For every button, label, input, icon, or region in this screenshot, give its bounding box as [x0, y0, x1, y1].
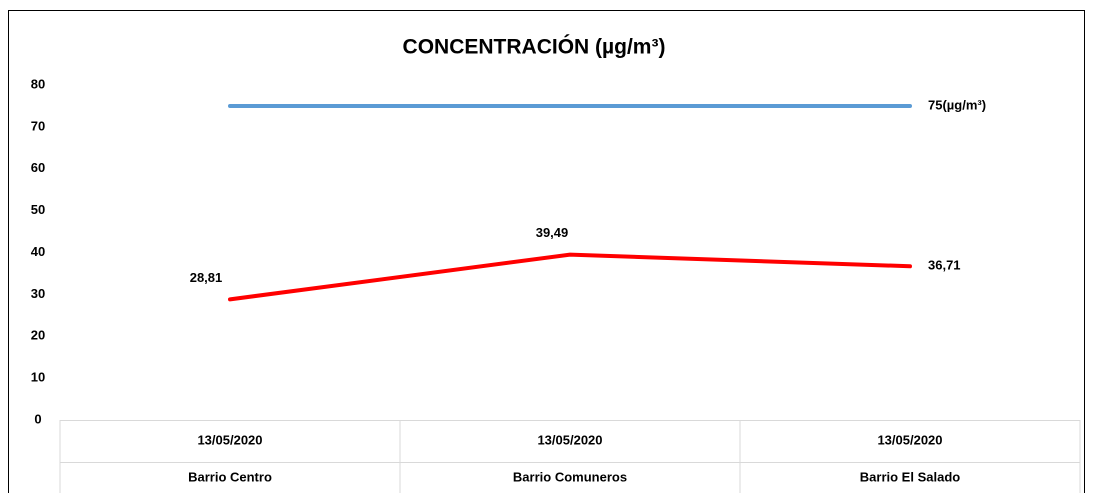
data-label: 75(µg/m³): [928, 97, 986, 112]
x-tick-label: Barrio Comuneros: [513, 469, 627, 484]
data-label: 28,81: [190, 270, 223, 285]
y-tick-label: 30: [31, 286, 45, 301]
x-tick-label: Barrio Centro: [188, 469, 272, 484]
y-tick-label: 70: [31, 118, 45, 133]
data-label: 39,49: [536, 225, 569, 240]
data-label: 36,71: [928, 258, 961, 273]
chart-border: [8, 10, 1085, 493]
y-tick-label: 50: [31, 202, 45, 217]
y-tick-label: 20: [31, 328, 45, 343]
series-line: [228, 252, 912, 302]
x-tick-label: Barrio El Salado: [860, 469, 960, 484]
x-tick-label: 13/05/2020: [877, 432, 942, 447]
y-tick-label: 10: [31, 370, 45, 385]
y-tick-label: 40: [31, 244, 45, 259]
y-tick-label: 60: [31, 160, 45, 175]
x-tick-label: 13/05/2020: [197, 432, 262, 447]
y-tick-label: 0: [34, 411, 41, 426]
x-tick-label: 13/05/2020: [537, 432, 602, 447]
y-tick-label: 80: [31, 76, 45, 91]
chart-title: CONCENTRACIÓN (µg/m³): [403, 35, 666, 59]
